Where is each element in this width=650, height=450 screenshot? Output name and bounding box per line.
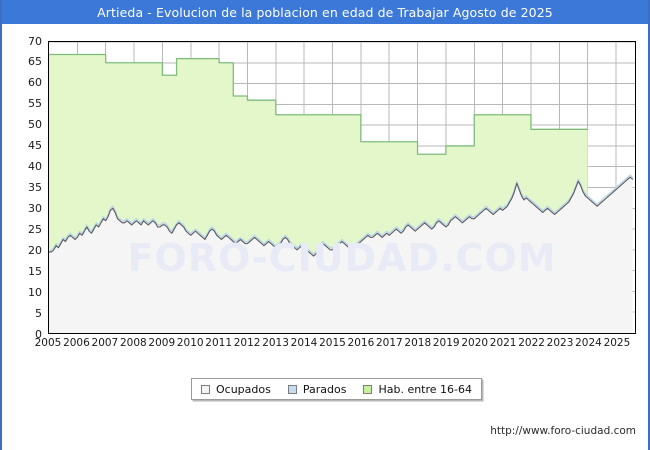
y-axis-tick-70: 70 [28, 34, 42, 48]
legend-item-habitantes[interactable]: Hab. entre 16-64 [363, 383, 472, 396]
x-axis-tick-2025: 2025 [603, 337, 631, 349]
x-axis-tick-2018: 2018 [404, 337, 432, 349]
legend-label-parados: Parados [302, 382, 347, 396]
x-axis-tick-2008: 2008 [119, 337, 147, 349]
y-axis-tick-65: 65 [28, 55, 42, 69]
y-axis-tick-55: 55 [28, 97, 42, 111]
x-axis-tick-2013: 2013 [262, 337, 289, 349]
x-axis-tick-2021: 2021 [489, 337, 517, 349]
x-axis-tick-2009: 2009 [148, 337, 176, 349]
legend-label-habitantes: Hab. entre 16-64 [378, 382, 473, 396]
chart-legend: Ocupados Parados Hab. entre 16-64 [191, 378, 483, 400]
x-axis-tick-2017: 2017 [375, 337, 403, 349]
y-axis-tick-35: 35 [28, 181, 42, 194]
legend-swatch-ocupados [201, 384, 210, 394]
chart-canvas [49, 42, 635, 333]
y-axis-tick-60: 60 [28, 76, 42, 90]
y-axis-tick-0: 0 [35, 327, 42, 341]
y-axis-tick-15: 15 [28, 264, 42, 278]
x-axis-tick-2014: 2014 [290, 337, 318, 349]
y-axis-tick-10: 10 [28, 285, 42, 299]
x-axis-tick-2019: 2019 [432, 337, 460, 349]
series-layer [49, 53, 634, 333]
x-axis-tick-2016: 2016 [347, 337, 375, 349]
x-axis-tick-2020: 2020 [461, 337, 489, 349]
x-axis-tick-2007: 2007 [91, 337, 119, 349]
x-axis-tick-2010: 2010 [176, 337, 204, 349]
y-axis-tick-5: 5 [35, 306, 42, 320]
y-axis-tick-45: 45 [28, 139, 42, 153]
y-axis-tick-40: 40 [28, 160, 42, 174]
legend-label-ocupados: Ocupados [216, 382, 271, 396]
y-axis-tick-30: 30 [28, 201, 42, 215]
y-axis-tick-20: 20 [28, 243, 42, 257]
x-axis-tick-2011: 2011 [205, 337, 233, 349]
y-axis-tick-25: 25 [28, 222, 42, 236]
y-axis-tick-50: 50 [28, 118, 42, 132]
legend-item-ocupados[interactable]: Ocupados [201, 383, 271, 396]
footer-url: http://www.foro-ciudad.com [490, 425, 636, 437]
x-axis-tick-2023: 2023 [546, 337, 574, 349]
x-axis-tick-2022: 2022 [518, 337, 545, 349]
legend-item-parados[interactable]: Parados [287, 382, 347, 396]
plot-area [48, 41, 636, 334]
x-axis-tick-2024: 2024 [575, 337, 602, 349]
x-axis-tick-2015: 2015 [319, 337, 346, 349]
x-axis-tick-2012: 2012 [233, 337, 261, 349]
page-title: Artieda - Evolucion de la poblacion en e… [97, 4, 553, 20]
legend-swatch-parados [287, 384, 297, 394]
x-axis-tick-2006: 2006 [63, 337, 90, 349]
window-title-bar: Artieda - Evolucion de la poblacion en e… [2, 0, 648, 24]
legend-swatch-habitantes [363, 384, 373, 394]
x-axis-tick-2005: 2005 [34, 337, 62, 349]
